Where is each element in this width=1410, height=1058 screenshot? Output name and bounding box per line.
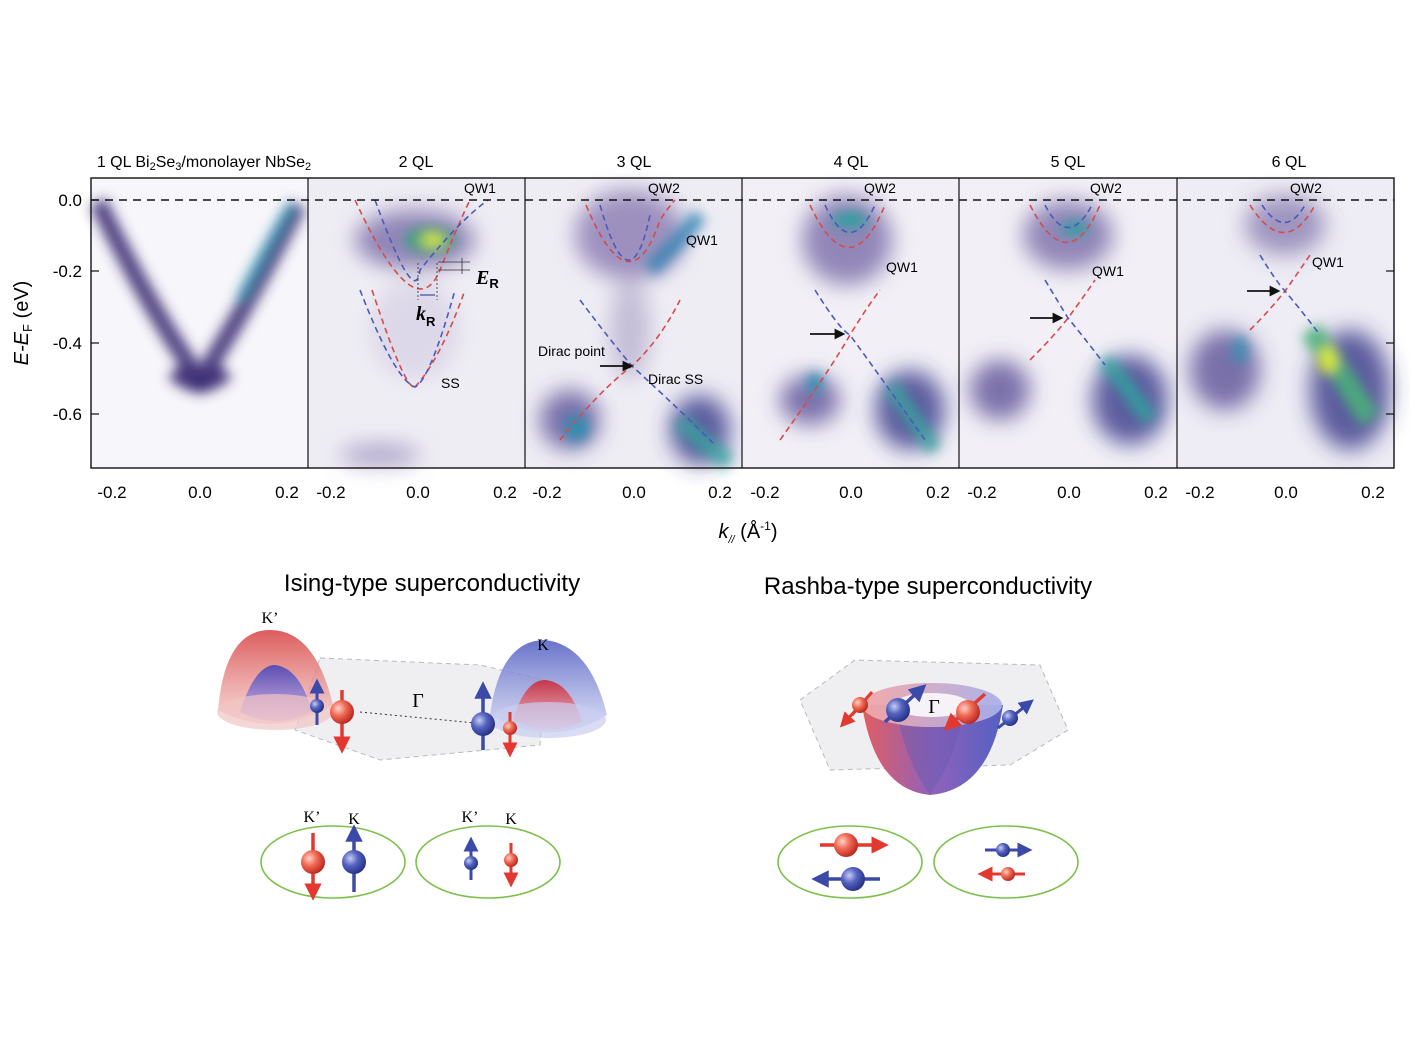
k-prime-valley bbox=[217, 630, 333, 730]
x-tick-label: 0.0 bbox=[406, 483, 430, 502]
panel-5 bbox=[959, 178, 1177, 468]
panel-title-3: 3 QL bbox=[617, 154, 652, 171]
panel-title-6: 6 QL bbox=[1272, 154, 1307, 171]
label-gamma: Γ bbox=[928, 696, 940, 718]
cooper-pair-2 bbox=[415, 825, 561, 899]
label-k: K bbox=[537, 637, 549, 654]
label-k-r: kR bbox=[416, 303, 436, 329]
electron-large-blue bbox=[471, 712, 495, 736]
ising-title: Ising-type superconductivity bbox=[284, 570, 580, 597]
electron-small-blue bbox=[310, 699, 324, 713]
panel-annotations: QW1 ER kR SS QW2 QW1 Dirac point Dirac S… bbox=[416, 180, 1344, 391]
cooper-pair-1 bbox=[260, 825, 406, 899]
x-tick-label: 0.2 bbox=[1144, 483, 1168, 502]
panel-title-5: 5 QL bbox=[1051, 154, 1086, 171]
electron-blue bbox=[841, 867, 865, 891]
electron-small-blue bbox=[1002, 710, 1018, 726]
electron-red bbox=[301, 850, 325, 874]
panel-title-4: 4 QL bbox=[834, 154, 869, 171]
panel-1 bbox=[89, 178, 308, 468]
y-tick-label: -0.2 bbox=[53, 262, 82, 281]
electron-red bbox=[834, 833, 858, 857]
panel-2 bbox=[308, 178, 525, 468]
panel-title-2: 2 QL bbox=[399, 154, 434, 171]
x-tick-label: 0.2 bbox=[275, 483, 299, 502]
arpes-panels: 0.0 -0.2 -0.4 -0.6 E-EF (eV) -0.2 0.0 0.… bbox=[11, 154, 1395, 546]
label-qw2: QW2 bbox=[1290, 180, 1322, 196]
label-e-r: ER bbox=[475, 267, 499, 291]
label-ss: SS bbox=[441, 375, 460, 391]
x-tick-label: -0.2 bbox=[316, 483, 345, 502]
y-tick-label: -0.4 bbox=[53, 334, 82, 353]
x-tick-label: -0.2 bbox=[1185, 483, 1214, 502]
x-tick-label: 0.0 bbox=[1057, 483, 1081, 502]
x-tick-label: 0.2 bbox=[708, 483, 732, 502]
label-dirac-ss: Dirac SS bbox=[648, 371, 703, 387]
pair2-label-k: K bbox=[505, 811, 517, 828]
y-tick-labels: 0.0 -0.2 -0.4 -0.6 bbox=[53, 191, 82, 424]
x-tick-label: 0.2 bbox=[926, 483, 950, 502]
label-qw1: QW1 bbox=[686, 232, 718, 248]
label-k-prime: K’ bbox=[262, 610, 279, 627]
rashba-title: Rashba-type superconductivity bbox=[764, 573, 1092, 600]
panel-titles: 1 QL Bi2Se3/monolayer NbSe2 2 QL 3 QL 4 … bbox=[97, 154, 1307, 173]
pairing-link bbox=[359, 711, 476, 724]
electron-small-blue bbox=[996, 843, 1010, 857]
electron-small-red bbox=[503, 721, 517, 735]
x-tick-label: 0.0 bbox=[622, 483, 646, 502]
rashba-schematic: Rashba-type superconductivity Γ bbox=[764, 573, 1092, 899]
x-tick-label: -0.2 bbox=[967, 483, 996, 502]
y-ticks bbox=[91, 199, 1394, 415]
x-tick-label: 0.2 bbox=[1361, 483, 1385, 502]
k-valley bbox=[490, 640, 607, 738]
x-tick-label: -0.2 bbox=[750, 483, 779, 502]
label-qw2: QW2 bbox=[1090, 180, 1122, 196]
electron-large-blue bbox=[886, 698, 910, 722]
label-qw1: QW1 bbox=[886, 259, 918, 275]
panel-4 bbox=[742, 178, 959, 468]
y-tick-label: 0.0 bbox=[58, 191, 82, 210]
label-gamma: Γ bbox=[412, 690, 424, 712]
x-tick-label: -0.2 bbox=[97, 483, 126, 502]
y-axis-label: E-EF (eV) bbox=[11, 281, 35, 366]
x-axis-label: k// (Å-1) bbox=[718, 519, 777, 546]
panel-6 bbox=[1177, 178, 1394, 468]
pair2-label-k-prime: K’ bbox=[462, 809, 479, 826]
electron-small-blue bbox=[464, 856, 478, 870]
panel-3 bbox=[525, 178, 742, 470]
label-qw1: QW1 bbox=[1312, 254, 1344, 270]
pair1-label-k-prime: K’ bbox=[304, 809, 321, 826]
x-tick-label: -0.2 bbox=[532, 483, 561, 502]
x-tick-labels: -0.2 0.0 0.2 -0.2 0.0 0.2 -0.2 0.0 0.2 -… bbox=[97, 483, 1384, 502]
panel-title-1: 1 QL Bi2Se3/monolayer NbSe2 bbox=[97, 154, 311, 173]
cooper-pair-1 bbox=[777, 825, 923, 899]
label-qw1: QW1 bbox=[464, 180, 496, 196]
cooper-pair-2 bbox=[933, 825, 1079, 899]
label-dirac-point: Dirac point bbox=[538, 343, 605, 359]
pair1-label-k: K bbox=[348, 811, 360, 828]
x-tick-label: 0.0 bbox=[188, 483, 212, 502]
y-tick-label: -0.6 bbox=[53, 405, 82, 424]
x-tick-label: 0.2 bbox=[493, 483, 517, 502]
electron-blue bbox=[342, 850, 366, 874]
electron-large-red bbox=[956, 700, 980, 724]
label-qw2: QW2 bbox=[864, 180, 896, 196]
x-tick-label: 0.0 bbox=[839, 483, 863, 502]
electron-small-red bbox=[504, 853, 518, 867]
electron-large-red bbox=[330, 700, 354, 724]
label-qw2: QW2 bbox=[648, 180, 680, 196]
label-qw1: QW1 bbox=[1092, 263, 1124, 279]
electron-small-red bbox=[852, 697, 868, 713]
ising-schematic: Ising-type superconductivity K’ K Γ bbox=[217, 570, 607, 901]
electron-small-red bbox=[1001, 867, 1015, 881]
x-tick-label: 0.0 bbox=[1274, 483, 1298, 502]
